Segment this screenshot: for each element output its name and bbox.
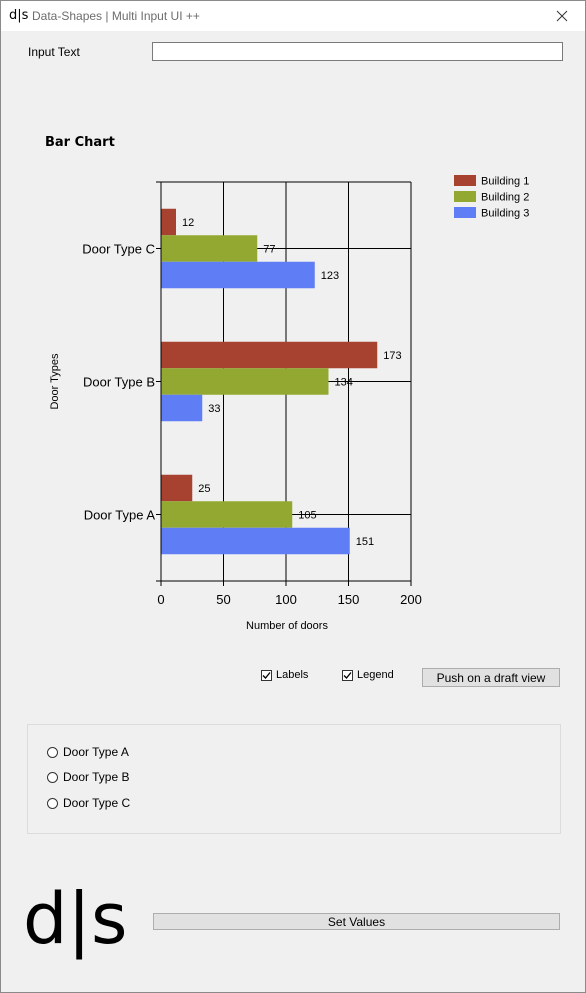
push-draft-view-button[interactable]: Push on a draft view <box>422 668 560 687</box>
chart-title: Bar Chart <box>45 135 115 150</box>
y-tick-label: Door Type C <box>82 242 155 257</box>
bar-data-label: 173 <box>383 350 401 362</box>
y-tick-label: Door Type B <box>83 375 155 390</box>
bar-data-label: 123 <box>321 270 339 282</box>
y-tick-label: Door Type A <box>84 508 156 523</box>
bar <box>161 261 315 289</box>
y-axis-title: Door Types <box>49 353 61 410</box>
x-axis-title: Number of doors <box>246 620 328 632</box>
bar <box>161 394 203 422</box>
radio-label: Door Type C <box>63 796 131 810</box>
legend-label: Building 3 <box>481 208 529 220</box>
bar <box>161 235 258 262</box>
legend-checkbox[interactable]: Legend <box>342 669 394 681</box>
bar <box>161 501 293 528</box>
legend-swatch <box>454 207 476 218</box>
radio-door-type-b[interactable]: Door Type B <box>47 770 129 784</box>
door-type-group <box>27 724 561 834</box>
check-icon <box>343 671 352 679</box>
window-title: Data-Shapes | Multi Input UI ++ <box>32 9 200 23</box>
set-values-button[interactable]: Set Values <box>153 913 560 930</box>
labels-checkbox[interactable]: Labels <box>261 669 308 681</box>
bar-data-label: 33 <box>208 403 220 415</box>
legend-swatch <box>454 191 476 202</box>
legend-checkbox-box[interactable] <box>342 669 353 681</box>
legend-swatch <box>454 175 476 186</box>
x-tick-label: 0 <box>157 592 164 607</box>
bar-data-label: 12 <box>182 217 194 229</box>
bar <box>161 208 176 236</box>
radio-door-type-a[interactable]: Door Type A <box>47 745 129 759</box>
bar-data-label: 77 <box>263 244 275 256</box>
bar-data-label: 151 <box>356 536 374 548</box>
bar <box>161 368 329 395</box>
radio-label: Door Type B <box>63 770 130 784</box>
bar-data-label: 105 <box>298 510 316 522</box>
radio-circle[interactable] <box>47 771 58 783</box>
bar <box>161 527 350 555</box>
close-icon <box>556 10 568 22</box>
check-icon <box>262 671 271 679</box>
x-tick-label: 100 <box>275 592 297 607</box>
bar <box>161 474 193 502</box>
logo-text: d|s <box>23 878 128 960</box>
bar-chart: Door Type A Door Type B Door Type C 25 105 15… <box>49 175 529 632</box>
radio-door-type-c[interactable]: Door Type C <box>47 796 130 810</box>
bar <box>161 341 378 369</box>
x-tick-label: 50 <box>216 592 230 607</box>
radio-circle[interactable] <box>47 797 58 809</box>
input-text-field[interactable] <box>152 42 563 61</box>
bar-data-label: 134 <box>335 377 353 389</box>
labels-checkbox-label: Labels <box>276 669 309 681</box>
x-tick-label: 200 <box>400 592 422 607</box>
x-tick-label: 150 <box>338 592 360 607</box>
app-logo: d|s <box>9 8 29 23</box>
bar-data-label: 25 <box>198 483 210 495</box>
close-button[interactable] <box>539 1 585 31</box>
title-bar[interactable]: d|s Data-Shapes | Multi Input UI ++ <box>1 1 585 31</box>
data-shapes-logo: d|s <box>23 878 128 960</box>
labels-checkbox-box[interactable] <box>261 669 272 681</box>
radio-label: Door Type A <box>63 745 129 759</box>
legend-checkbox-label: Legend <box>357 669 394 681</box>
legend-label: Building 2 <box>481 192 529 204</box>
legend-label: Building 1 <box>481 176 529 188</box>
input-text-label: Input Text <box>28 45 80 59</box>
radio-circle[interactable] <box>47 746 58 758</box>
